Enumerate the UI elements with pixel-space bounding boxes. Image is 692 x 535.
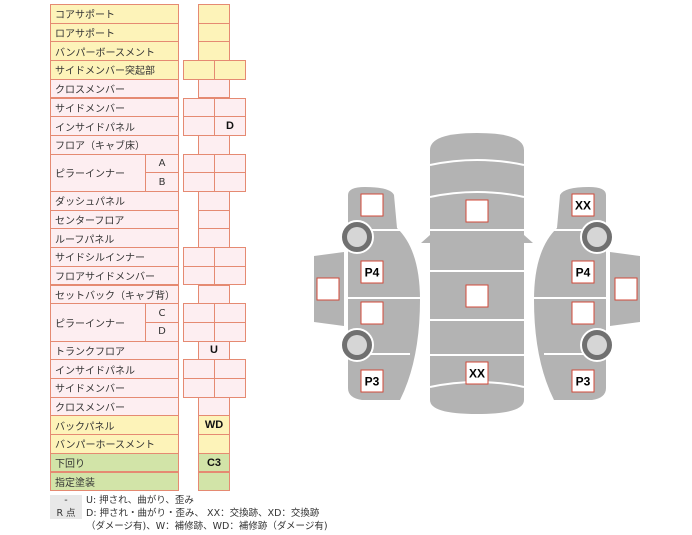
damage-code: XX <box>469 367 485 381</box>
value-cell <box>214 172 246 192</box>
damage-box: P3 <box>360 369 384 393</box>
legend-key: - <box>50 495 82 506</box>
value-cell: D <box>214 116 246 136</box>
damage-box <box>571 301 595 325</box>
damage-box: XX <box>465 361 489 385</box>
car-left-side <box>348 187 420 400</box>
damage-box: P4 <box>360 260 384 284</box>
legend-text: U: 押され、曲がり、歪み <box>86 495 194 506</box>
legend-item: - U: 押され、曲がり、歪み <box>50 492 194 506</box>
value-cell <box>198 471 230 492</box>
wheels <box>340 220 614 362</box>
value-cell: WD <box>198 415 230 436</box>
car-right-side <box>534 187 606 400</box>
damage-code: P3 <box>365 375 380 389</box>
value-cell <box>214 60 246 80</box>
damage-box: P4 <box>571 260 595 284</box>
damage-box <box>360 301 384 325</box>
legend-item: （ダメージ有)、W：補修跡、WD：補修跡（ダメージ有) <box>50 518 328 532</box>
damage-box: XX <box>571 193 595 217</box>
damage-box <box>465 199 489 223</box>
legend-item: R 点 D: 押され・曲がり・歪み、 XX：交換跡、XD：交換跡 <box>50 505 319 519</box>
legend-text: D: 押され・曲がり・歪み、 XX：交換跡、XD：交換跡 <box>86 508 320 519</box>
damage-code: P4 <box>365 266 380 280</box>
legend-key: R 点 <box>50 505 82 519</box>
damage-box <box>316 277 340 301</box>
value-cell <box>214 321 246 342</box>
damage-box: P3 <box>571 369 595 393</box>
damage-code: P4 <box>576 266 591 280</box>
row-label: 指定塗装 <box>50 471 179 492</box>
damage-code: XX <box>575 199 591 213</box>
damage-code: P3 <box>576 375 591 389</box>
legend-text: （ダメージ有)、W：補修跡、WD：補修跡（ダメージ有) <box>86 521 328 532</box>
value-cell <box>214 265 246 286</box>
row-label: ピラーインナー <box>50 303 146 342</box>
damage-box <box>465 284 489 308</box>
damage-box <box>614 277 638 301</box>
value-cell <box>214 378 246 398</box>
damage-box <box>360 193 384 217</box>
car-top-body <box>430 133 524 414</box>
